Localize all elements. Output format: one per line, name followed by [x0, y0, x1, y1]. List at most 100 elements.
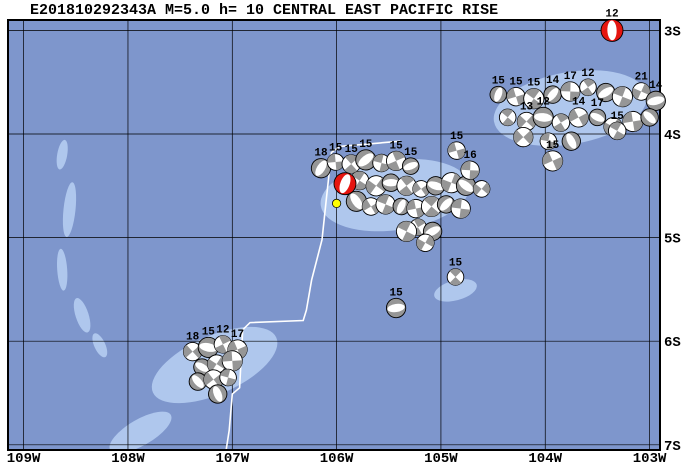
aftershock-beachball [543, 85, 562, 104]
bathymetry-patch [109, 411, 172, 450]
aftershock-beachball [472, 180, 491, 198]
axis-label-longitude: 103W [633, 451, 667, 467]
axis-labels-layer: 109W 108W 107W 106W 105W 104W 103W 3S 4S 5S 6S 7S [7, 24, 681, 467]
aftershock-beachball [446, 268, 465, 286]
aftershock-beachball [498, 108, 517, 127]
event-depth-label: 15 [546, 140, 560, 152]
event-depth-label: 12 [605, 8, 618, 20]
aftershock-beachball [355, 149, 377, 171]
aftershock-beachball [489, 85, 508, 104]
event-depth-label: 14 [546, 75, 560, 87]
aftershock-beachball [516, 111, 537, 132]
aftershock-beachball [560, 81, 581, 102]
event-depth-label: 18 [314, 148, 328, 160]
bathymetry-patch [92, 333, 108, 358]
axis-label-longitude: 106W [320, 451, 354, 467]
event-depth-label: 12 [581, 68, 594, 80]
aftershock-beachball [326, 153, 345, 171]
axis-label-latitude: 3S [664, 24, 681, 40]
aftershock-beachball [221, 350, 243, 372]
aftershock-beachball [622, 110, 644, 133]
aftershock-beachball [416, 233, 435, 253]
axis-label-latitude: 5S [664, 232, 681, 248]
aftershock-beachball [596, 82, 616, 103]
aftershock-beachball [396, 175, 417, 196]
event-depth-label: 16 [463, 150, 476, 162]
aftershock-beachball [386, 150, 407, 171]
event-depth-label: 14 [572, 97, 586, 109]
axis-label-longitude: 108W [111, 451, 145, 467]
aftershock-beachball [640, 108, 659, 127]
event-depth-label: 17 [564, 71, 577, 83]
event-depth-label: 15 [389, 140, 403, 152]
aftershock-beachball [460, 160, 480, 180]
aftershock-beachball [219, 368, 237, 387]
events-layer [182, 18, 666, 404]
aftershock-beachball [632, 82, 651, 101]
bathymetry-patch [73, 298, 91, 333]
bathymetry-patch [56, 139, 68, 170]
event-depth-label: 15 [450, 131, 464, 143]
event-depth-label: 15 [345, 144, 359, 156]
event-depth-label: 15 [611, 111, 625, 123]
event-depth-label: 15 [404, 147, 418, 159]
aftershock-beachball [579, 78, 597, 97]
aftershock-beachball [542, 150, 564, 172]
event-depth-label: 15 [509, 77, 523, 89]
event-depth-label: 13 [520, 101, 534, 113]
bathymetry-patch [57, 248, 68, 291]
event-depth-label: 15 [202, 326, 216, 338]
event-depth-label: 17 [591, 98, 604, 110]
event-depth-label: 18 [186, 331, 200, 343]
aftershock-beachball [310, 158, 332, 179]
aftershock-beachball [551, 113, 571, 132]
event-depth-label: 15 [359, 139, 373, 151]
aftershock-beachball [213, 335, 233, 354]
axis-label-latitude: 4S [664, 128, 681, 144]
aftershock-beachball [561, 131, 581, 151]
event-depth-label: 15 [527, 78, 541, 90]
axis-label-longitude: 104W [528, 451, 562, 467]
axis-label-longitude: 105W [424, 451, 458, 467]
reference-event-beachball [600, 18, 624, 42]
aftershock-beachball [401, 157, 420, 175]
aftershock-beachball [193, 358, 211, 376]
event-depth-label: 12 [216, 325, 229, 337]
aftershock-beachball [197, 336, 219, 358]
aftershock-beachball [447, 141, 466, 160]
bathymetry-patch [434, 279, 477, 302]
event-depth-label: 12 [537, 96, 550, 108]
event-depth-label: 15 [329, 143, 343, 155]
aftershock-beachball [208, 384, 228, 404]
aftershock-beachball [523, 88, 545, 110]
aftershock-beachball [513, 127, 534, 148]
axis-label-longitude: 109W [7, 451, 41, 467]
aftershock-beachball [375, 194, 396, 215]
aftershock-beachball [395, 220, 418, 242]
bathymetry-patch [62, 182, 77, 237]
aftershock-beachball [588, 108, 607, 127]
aftershock-beachball [341, 154, 361, 174]
aftershock-beachball [608, 121, 627, 141]
aftershock-beachball [611, 86, 633, 108]
event-depth-label: 14 [649, 80, 663, 92]
aftershock-beachball [386, 297, 407, 319]
aftershock-beachball [440, 172, 462, 194]
event-depth-label: 21 [635, 72, 649, 84]
axis-label-latitude: 7S [664, 439, 681, 455]
aftershock-beachball [420, 195, 443, 218]
epicenter-marker [331, 198, 342, 208]
axis-label-longitude: 107W [215, 451, 249, 467]
aftershock-beachball [455, 175, 477, 196]
axis-label-latitude: 6S [664, 335, 681, 351]
mainshock-beachball [333, 172, 357, 196]
aftershock-beachball [645, 90, 666, 111]
plot-title: E201810292343A M=5.0 h= 10 CENTRAL EAST … [30, 2, 498, 19]
event-depth-label: 15 [389, 287, 403, 299]
aftershock-beachball [450, 198, 471, 219]
aftershock-beachball [568, 107, 589, 128]
map-frame [7, 19, 661, 451]
event-depth-label: 17 [231, 329, 244, 341]
